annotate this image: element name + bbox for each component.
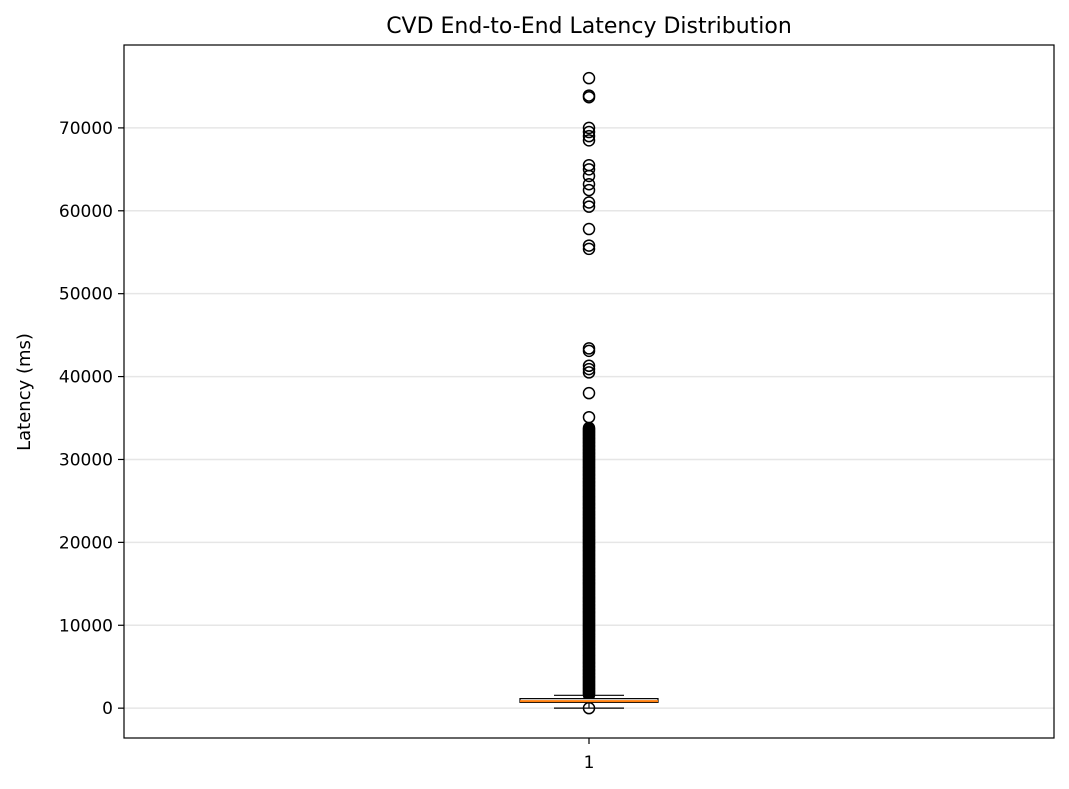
outlier-point — [582, 242, 596, 256]
outlier-point — [582, 163, 596, 176]
outlier-point — [582, 71, 596, 85]
y-tick-label: 70000 — [59, 119, 113, 139]
outlier-point — [582, 169, 596, 183]
outlier-point — [582, 183, 596, 197]
outlier-point — [582, 121, 596, 135]
y-axis-label: Latency (ms) — [14, 333, 35, 451]
y-tick-label: 60000 — [59, 202, 113, 222]
outlier-point — [582, 125, 596, 139]
chart-title: CVD End-to-End Latency Distribution — [386, 14, 792, 39]
outlier-point — [582, 359, 596, 373]
outlier-point — [582, 362, 596, 376]
outlier-point — [582, 90, 596, 104]
outlier-point — [582, 386, 596, 400]
y-axis: 0 10000 20000 30000 40000 50000 60000 70000 — [59, 119, 124, 719]
box-plot — [519, 71, 659, 715]
outlier-point — [582, 344, 596, 358]
y-tick-label: 0 — [102, 699, 113, 719]
x-tick-label: 1 — [584, 753, 595, 773]
outlier-point — [582, 222, 596, 236]
y-tick-label: 10000 — [59, 616, 113, 636]
outlier-point — [582, 196, 596, 209]
outlier-point — [582, 178, 596, 191]
y-tick-label: 40000 — [59, 368, 113, 388]
x-axis: 1 — [584, 738, 595, 773]
outlier-point — [582, 410, 596, 424]
outlier-point — [582, 134, 596, 147]
outlier-point — [582, 366, 596, 379]
y-tick-label: 30000 — [59, 450, 113, 470]
y-tick-label: 50000 — [59, 285, 113, 305]
outlier-point — [582, 239, 596, 252]
outlier-point — [582, 129, 596, 143]
outlier-point — [582, 200, 596, 213]
y-tick-label: 20000 — [59, 533, 113, 553]
outlier-point — [582, 342, 596, 355]
